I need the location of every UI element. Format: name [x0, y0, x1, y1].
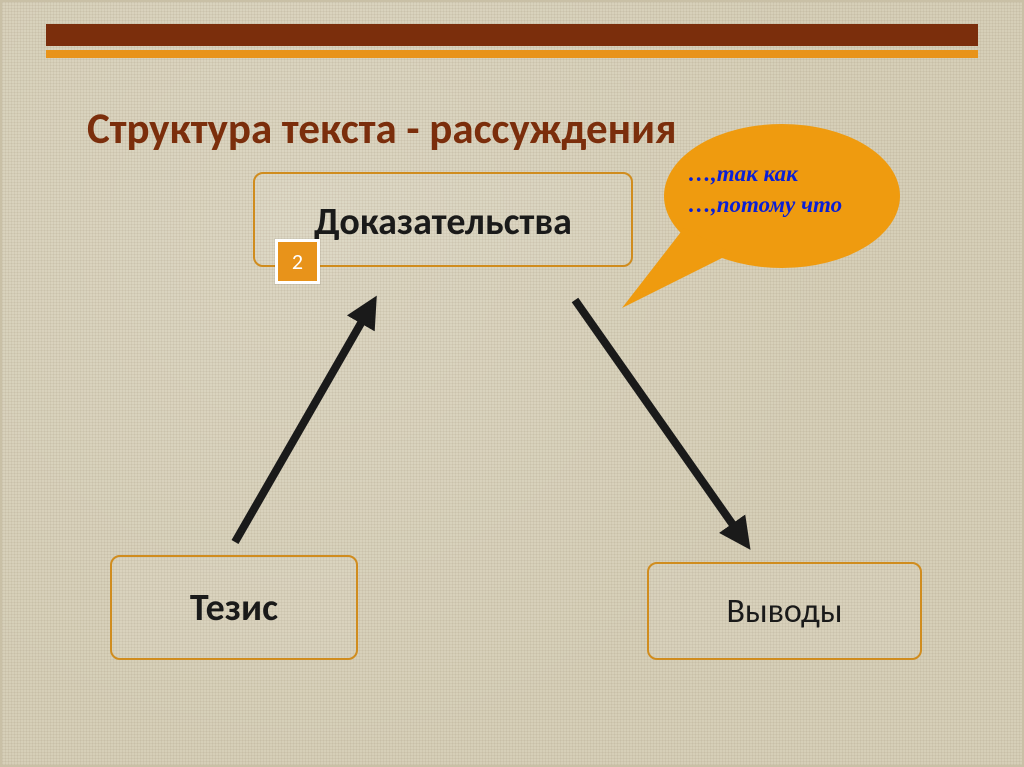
node-proof-label: Доказательства — [314, 199, 572, 245]
arrow-thesis-proof — [217, 282, 397, 557]
step-badge-label: 2 — [292, 248, 303, 275]
bubble-text: …,так как …,потому что — [688, 158, 888, 220]
slide: Структура текста - рассуждения Доказател… — [0, 0, 1024, 767]
step-badge: 2 — [275, 239, 320, 284]
node-thesis: Тезис — [110, 555, 358, 660]
slide-title: Структура текста - рассуждения — [87, 102, 677, 155]
top-decorative-bars — [46, 24, 978, 58]
bubble-line2: …,потому что — [688, 189, 888, 220]
arrow-proof-conclusion — [557, 282, 767, 562]
bar-orange — [46, 50, 978, 58]
bar-brown — [46, 24, 978, 46]
bubble-line1: …,так как — [688, 158, 888, 189]
node-thesis-label: Тезис — [190, 585, 278, 631]
node-conclusion: Выводы — [647, 562, 922, 660]
speech-bubble: …,так как …,потому что — [622, 118, 902, 318]
node-conclusion-label: Выводы — [726, 591, 842, 632]
